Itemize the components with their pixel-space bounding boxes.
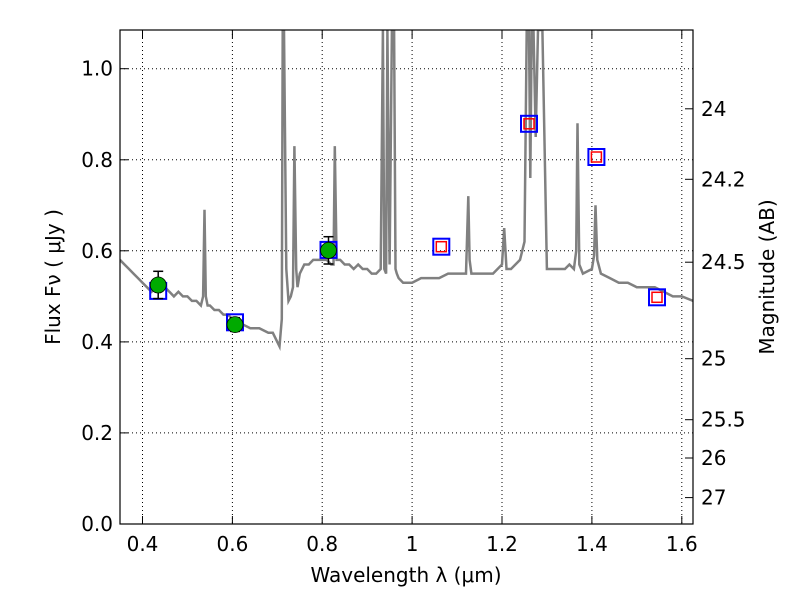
right-tick-label: 27 bbox=[701, 486, 726, 510]
model-point-red bbox=[523, 118, 535, 130]
observed-point bbox=[149, 276, 167, 294]
model-point-red bbox=[651, 291, 663, 304]
points-layer bbox=[149, 114, 666, 334]
model-point-red bbox=[435, 240, 448, 253]
spectrum-line bbox=[120, 30, 693, 352]
right-tick-label: 26 bbox=[701, 446, 726, 470]
model-point-blue bbox=[587, 148, 606, 166]
x-tick-label: 1 bbox=[406, 532, 419, 556]
y-tick-label: 0.0 bbox=[81, 512, 113, 536]
x-tick-label: 1.4 bbox=[576, 532, 608, 556]
y-tick-label: 0.2 bbox=[81, 421, 113, 445]
right-tick-label: 25.5 bbox=[701, 408, 746, 432]
y-tick-label: 0.8 bbox=[81, 148, 113, 172]
data-layer bbox=[120, 30, 693, 352]
x-tick-label: 0.8 bbox=[306, 532, 338, 556]
right-tick-label: 25 bbox=[701, 347, 726, 371]
model-point-blue bbox=[432, 237, 451, 256]
x-tick-label: 1.2 bbox=[486, 532, 518, 556]
observed-point bbox=[320, 241, 337, 259]
x-tick-label: 1.6 bbox=[666, 532, 698, 556]
x-axis-label: Wavelength λ (μm) bbox=[310, 563, 501, 587]
model-point-blue bbox=[520, 114, 538, 133]
x-tick-label: 0.6 bbox=[216, 532, 248, 556]
model-point-blue bbox=[648, 288, 666, 307]
right-tick-label: 24.5 bbox=[701, 250, 746, 274]
observed-point bbox=[226, 316, 244, 334]
right-tick-label: 24.2 bbox=[701, 167, 746, 191]
y-tick-label: 0.4 bbox=[81, 330, 113, 354]
right-tick-label: 24 bbox=[701, 97, 726, 121]
plot-frame bbox=[119, 29, 694, 525]
x-tick-label: 0.4 bbox=[127, 532, 159, 556]
right-axis-label: Magnitude (AB) bbox=[755, 199, 779, 354]
model-point-red bbox=[590, 151, 603, 163]
y-axis-label: Flux Fν ( μJy ) bbox=[41, 209, 65, 345]
ticks-layer: 0.4 0.6 0.8 1 1.2 1.4 1.6 0.0 0.2 0.4 0.6 0.8 1.0 24 2… bbox=[81, 30, 746, 556]
y-tick-label: 0.6 bbox=[81, 239, 113, 263]
y-tick-label: 1.0 bbox=[81, 57, 113, 81]
